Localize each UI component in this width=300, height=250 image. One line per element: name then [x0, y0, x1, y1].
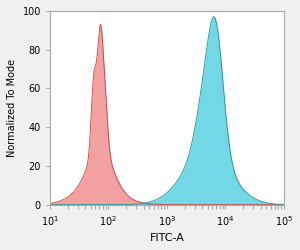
Y-axis label: Normalized To Mode: Normalized To Mode: [7, 59, 17, 157]
X-axis label: FITC-A: FITC-A: [149, 233, 184, 243]
